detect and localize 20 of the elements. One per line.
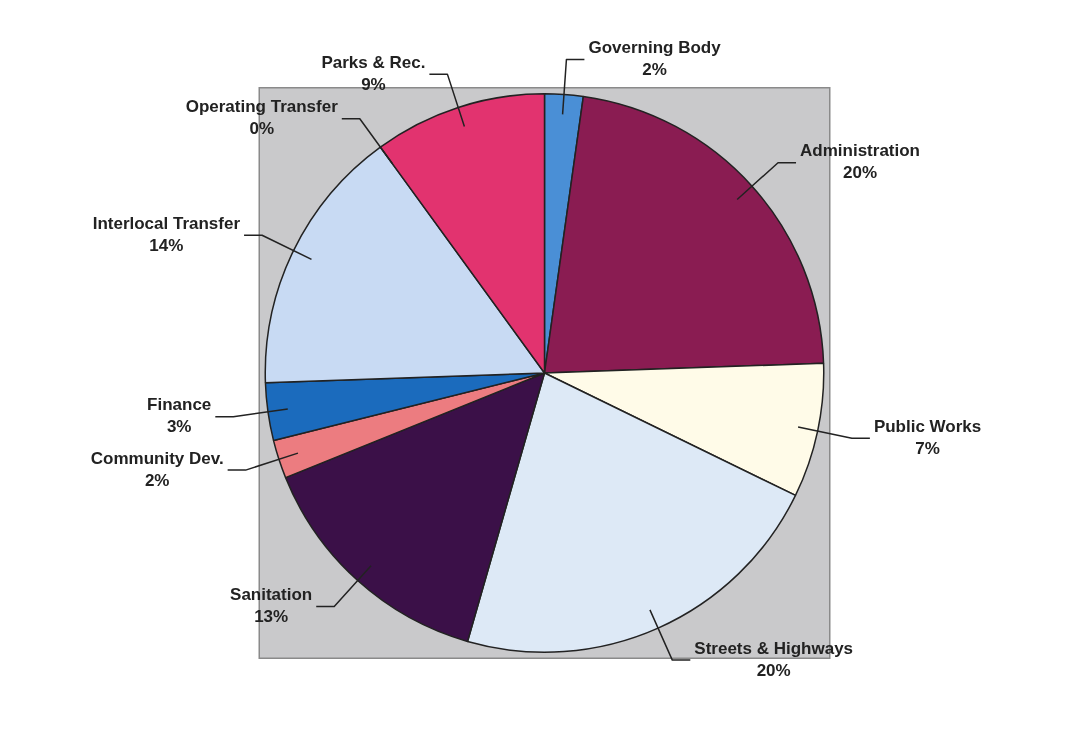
data-label: 20% (756, 660, 791, 680)
slice-label: Streets & Highways (694, 638, 854, 658)
slice-label: Interlocal Transfer (92, 213, 241, 233)
slice-label: Community Dev. (90, 448, 224, 468)
category-label: Operating Transfer (185, 97, 338, 117)
slice-label: Finance (147, 395, 212, 415)
data-label: 7% (915, 439, 940, 459)
data-label: 13% (254, 607, 289, 627)
slice-label: Sanitation (230, 585, 313, 605)
data-label: 3% (166, 417, 192, 437)
data-label: 2% (144, 470, 170, 490)
text: 0% (249, 119, 275, 139)
data-label: 2% (642, 60, 667, 80)
slice-label: Public Works (873, 417, 982, 437)
data-label: 20% (842, 163, 878, 183)
data-label: 14% (149, 235, 184, 255)
slice-label: Governing Body (588, 38, 722, 58)
slice-label: Parks & Rec. (321, 52, 426, 72)
slice-label: Administration (800, 141, 920, 161)
data-label: 9% (361, 74, 386, 94)
